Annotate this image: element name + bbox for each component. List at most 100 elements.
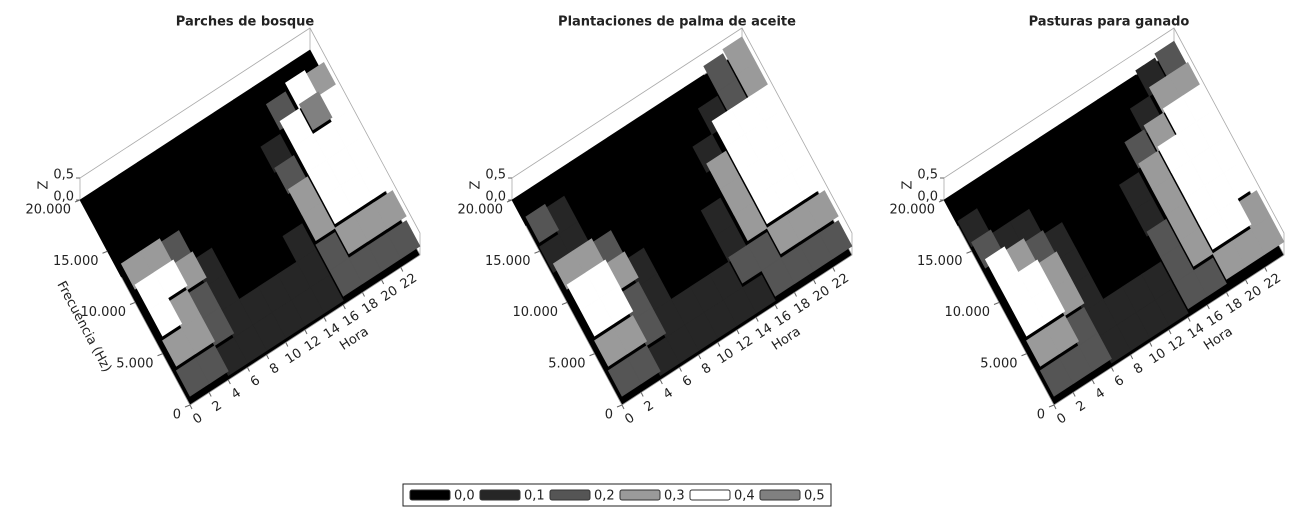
z-axis-label: Z [469,180,484,189]
x-tick-label: 4 [229,385,244,402]
x-tick [189,404,193,410]
surface-cell [594,327,628,367]
x-axis-label: Hora [1201,324,1235,353]
surface-cell [162,327,196,367]
x-tick [1053,404,1057,410]
x-tick [1072,392,1076,397]
y-axis-label: Frecuencia (Hz) [54,279,115,375]
y-tick-label: 5.000 [980,356,1017,371]
legend-label: 0,5 [804,489,825,504]
x-tick-label: 12 [1166,333,1188,355]
legend-label: 0,2 [594,489,615,504]
legend-label: 0,3 [664,489,685,504]
x-tick [659,379,663,385]
surface-cell [525,203,560,243]
y-tick-label: 5.000 [116,356,153,371]
legend-swatch [549,489,591,501]
y-tick [993,302,1000,305]
x-tick-label: 0 [622,410,637,427]
x-tick [227,379,231,385]
y-tick [589,353,595,357]
x-tick [736,329,740,335]
x-tick-label: 6 [680,373,695,390]
z-tick-label: 0,5 [917,168,938,183]
surface-cell [148,297,183,337]
x-tick-label: 20 [1243,283,1265,305]
x-tick [1168,329,1172,335]
x-tick-label: 8 [699,360,714,377]
x-tick [755,317,759,322]
x-tick [1130,354,1134,360]
x-tick-label: 22 [830,271,852,293]
x-tick-label: 10 [715,346,737,368]
x-tick [362,292,365,297]
x-tick [1091,379,1095,385]
x-axis-label: Hora [337,324,371,353]
x-tick [621,404,625,410]
surface-cell [301,201,336,242]
x-tick [266,354,270,360]
x-tick [1187,317,1191,322]
x-tick-label: 18 [359,296,381,318]
y-tick-label: 0 [605,408,613,423]
surface-cell [175,357,210,397]
chart-title: Plantaciones de palma de aceite [558,15,796,30]
z-tick-label: 0,0 [485,190,506,205]
x-tick-label: 10 [283,346,305,368]
y-tick-label: 10.000 [513,305,559,320]
surface-cell [329,257,363,297]
z-axis-label: Z [37,180,52,189]
y-tick-label: 20.000 [890,203,936,218]
x-tick [208,392,212,397]
legend-swatch [479,489,521,501]
x-tick-label: 18 [791,296,813,318]
z-tick-label: 0,5 [53,168,74,183]
x-tick [698,354,702,360]
x-tick-label: 20 [811,283,833,305]
x-tick [1149,342,1153,347]
x-tick [1226,292,1229,297]
z-tick-label: 0,0 [917,190,938,205]
x-tick-label: 0 [1054,410,1069,427]
y-tick-label: 5.000 [548,356,585,371]
x-tick-label: 18 [1223,296,1245,318]
x-tick [304,329,308,335]
x-tick [1245,279,1249,285]
x-tick-label: 20 [379,283,401,305]
y-tick [966,250,972,254]
x-tick-label: 22 [398,271,420,293]
x-tick [381,279,385,285]
x-tick [1264,267,1268,272]
x-tick [640,392,644,397]
x-tick-label: 2 [210,398,225,415]
x-tick-label: 8 [267,360,282,377]
y-tick-label: 10.000 [81,305,127,320]
legend-label: 0,1 [524,489,545,504]
x-tick [774,304,778,310]
x-tick-label: 4 [661,385,676,402]
y-tick [129,302,136,305]
legend-label: 0,4 [734,489,755,504]
surface-cell [298,91,333,131]
y-tick [1021,353,1027,357]
surface-cell [1174,270,1208,310]
x-tick [247,367,250,372]
surface-cell [1212,240,1247,280]
x-tick-label: 12 [302,333,324,355]
surface-cell [1039,357,1074,397]
surface-cell [320,185,355,225]
legend-swatch [759,489,801,501]
surface-cell [580,297,615,337]
surface-cell [607,357,642,397]
surface-cell [728,244,762,284]
y-tick [157,353,163,357]
y-tick-label: 20.000 [458,203,504,218]
x-tick [342,304,346,310]
x-tick [813,279,817,285]
x-tick [1111,367,1114,372]
surface-cell [334,215,369,255]
surface-cell [1012,297,1047,337]
x-tick-label: 22 [1262,271,1284,293]
x-tick-label: 8 [1131,360,1146,377]
